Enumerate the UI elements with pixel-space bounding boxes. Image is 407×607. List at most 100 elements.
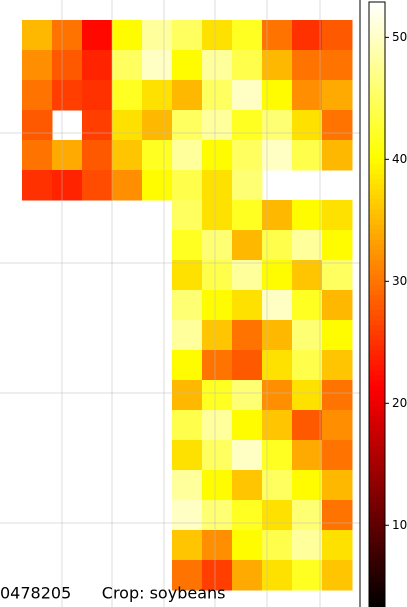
- cell: [202, 470, 233, 501]
- cell: [202, 260, 233, 291]
- colorbar-swatch: [369, 602, 385, 607]
- cell: [322, 260, 353, 291]
- colorbar-swatch: [369, 239, 385, 245]
- cell: [322, 470, 353, 501]
- colorbar-swatch: [369, 123, 385, 129]
- cell: [292, 200, 323, 231]
- cell: [232, 380, 263, 411]
- colorbar-swatch: [369, 2, 385, 8]
- colorbar-swatch: [369, 83, 385, 89]
- cell: [22, 110, 53, 141]
- cell: [322, 350, 353, 381]
- colorbar-swatch: [369, 345, 385, 351]
- cell: [292, 140, 323, 171]
- colorbar-swatch: [369, 531, 385, 537]
- cell: [172, 140, 203, 171]
- colorbar-swatch: [369, 57, 385, 63]
- cell: [172, 290, 203, 321]
- cell: [202, 440, 233, 471]
- cell: [22, 170, 53, 201]
- colorbar-swatch: [369, 118, 385, 124]
- colorbar-swatch: [369, 541, 385, 547]
- cell: [232, 140, 263, 171]
- cell: [232, 530, 263, 561]
- cell: [322, 80, 353, 111]
- colorbar-swatch: [369, 153, 385, 159]
- colorbar-swatch: [369, 234, 385, 240]
- colorbar-swatch: [369, 506, 385, 512]
- colorbar-swatch: [369, 42, 385, 48]
- colorbar-swatch: [369, 390, 385, 396]
- cell: [82, 50, 113, 81]
- cell: [202, 350, 233, 381]
- colorbar-swatch: [369, 340, 385, 346]
- cell: [172, 200, 203, 231]
- colorbar-swatch: [369, 128, 385, 134]
- colorbar-swatch: [369, 436, 385, 442]
- cell: [322, 200, 353, 231]
- cell: [292, 500, 323, 531]
- colorbar-swatch: [369, 229, 385, 235]
- colorbar-swatch: [369, 224, 385, 230]
- cell: [292, 260, 323, 291]
- cell: [172, 260, 203, 291]
- colorbar-swatch: [369, 113, 385, 119]
- colorbar-swatch: [369, 73, 385, 79]
- colorbar-swatch: [369, 68, 385, 74]
- colorbar-swatch: [369, 461, 385, 467]
- colorbar-swatch: [369, 22, 385, 28]
- colorbar-swatch: [369, 93, 385, 99]
- cell: [172, 500, 203, 531]
- colorbar-swatch: [369, 32, 385, 38]
- colorbar-swatch: [369, 486, 385, 492]
- colorbar-swatch: [369, 284, 385, 290]
- cell: [322, 320, 353, 351]
- cell: [172, 50, 203, 81]
- colorbar-swatch: [369, 471, 385, 477]
- cell: [112, 140, 143, 171]
- cell: [172, 410, 203, 441]
- cell: [292, 410, 323, 441]
- cell: [292, 380, 323, 411]
- chart: 1020304050 0478205 Crop: soybeans: [0, 0, 407, 607]
- field-map: [22, 20, 353, 591]
- colorbar-swatch: [369, 27, 385, 33]
- colorbar-swatch: [369, 511, 385, 517]
- cell: [322, 530, 353, 561]
- cell: [202, 380, 233, 411]
- colorbar-swatch: [369, 310, 385, 316]
- colorbar-swatch: [369, 88, 385, 94]
- cell: [232, 260, 263, 291]
- colorbar-swatch: [369, 158, 385, 164]
- cell: [322, 230, 353, 261]
- colorbar-swatch: [369, 148, 385, 154]
- cell: [22, 140, 53, 171]
- cell: [172, 110, 203, 141]
- cell: [142, 20, 173, 51]
- cell: [172, 230, 203, 261]
- colorbar-swatch: [369, 592, 385, 598]
- colorbar-swatch: [369, 431, 385, 437]
- colorbar-swatch: [369, 355, 385, 361]
- colorbar-swatch: [369, 17, 385, 23]
- colorbar-swatch: [369, 350, 385, 356]
- colorbar-swatch: [369, 501, 385, 507]
- colorbar-swatch: [369, 194, 385, 200]
- cell: [322, 410, 353, 441]
- cell: [202, 290, 233, 321]
- colorbar-swatch: [369, 420, 385, 426]
- cell: [292, 290, 323, 321]
- cell: [172, 470, 203, 501]
- cell: [142, 170, 173, 201]
- colorbar-swatch: [369, 380, 385, 386]
- colorbar-swatch: [369, 547, 385, 553]
- cell: [232, 440, 263, 471]
- colorbar-swatch: [369, 426, 385, 432]
- colorbar-swatch: [369, 375, 385, 381]
- cell: [142, 80, 173, 111]
- colorbar-swatch: [369, 78, 385, 84]
- colorbar-swatch: [369, 163, 385, 169]
- cell: [292, 20, 323, 51]
- cell: [232, 500, 263, 531]
- cell: [112, 110, 143, 141]
